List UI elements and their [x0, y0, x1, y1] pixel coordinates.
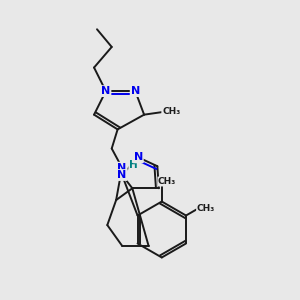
Text: CH₃: CH₃	[162, 107, 180, 116]
Text: N: N	[117, 163, 127, 173]
Text: H: H	[129, 160, 138, 170]
Text: N: N	[134, 152, 143, 162]
Text: CH₃: CH₃	[158, 177, 176, 186]
Text: N: N	[131, 86, 140, 96]
Text: N: N	[101, 86, 110, 96]
Text: N: N	[117, 170, 127, 180]
Text: CH₃: CH₃	[196, 204, 215, 213]
